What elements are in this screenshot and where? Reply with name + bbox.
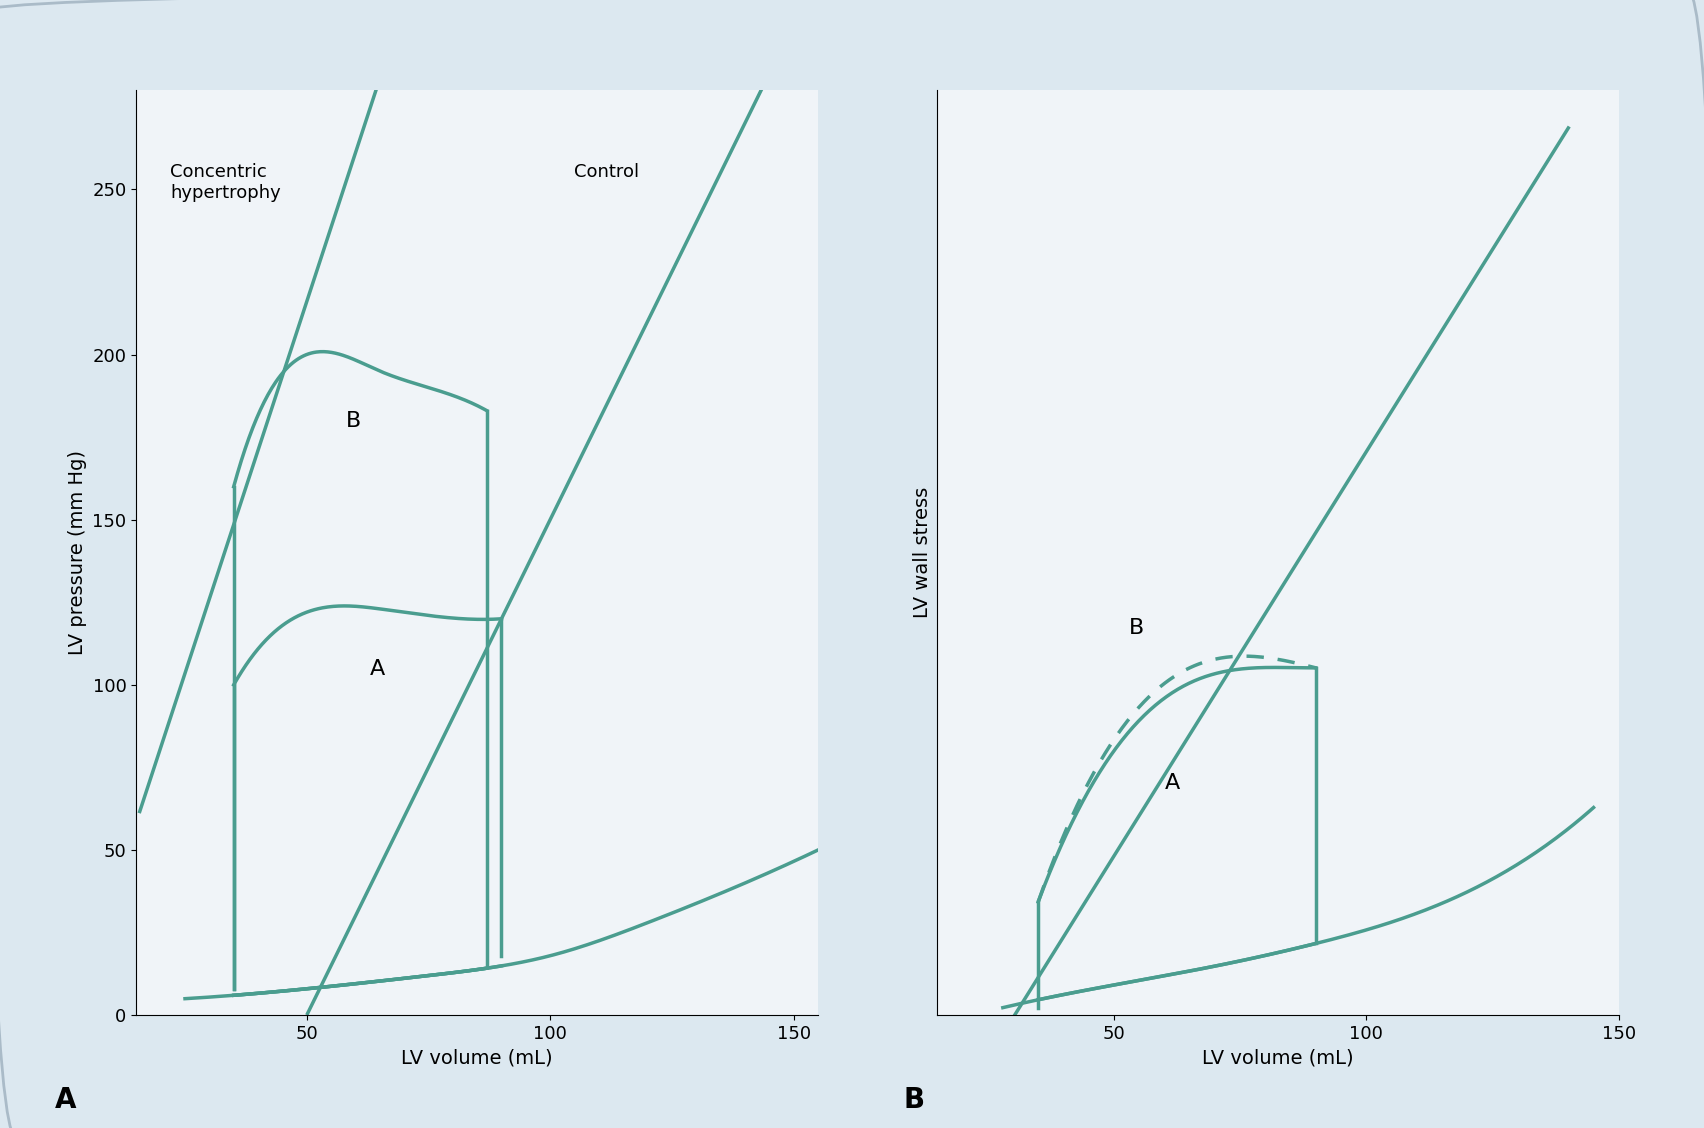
Y-axis label: LV pressure (mm Hg): LV pressure (mm Hg) [68, 450, 87, 655]
Text: Control: Control [574, 162, 639, 180]
Text: A: A [370, 659, 385, 679]
Text: B: B [346, 412, 361, 431]
X-axis label: LV volume (mL): LV volume (mL) [1203, 1049, 1353, 1067]
Text: A: A [1164, 773, 1179, 793]
Text: A: A [55, 1085, 77, 1113]
Y-axis label: LV wall stress: LV wall stress [913, 487, 932, 618]
Text: Concentric
hypertrophy: Concentric hypertrophy [170, 162, 281, 202]
X-axis label: LV volume (mL): LV volume (mL) [402, 1049, 552, 1067]
Text: B: B [903, 1085, 924, 1113]
Text: B: B [1130, 618, 1145, 638]
